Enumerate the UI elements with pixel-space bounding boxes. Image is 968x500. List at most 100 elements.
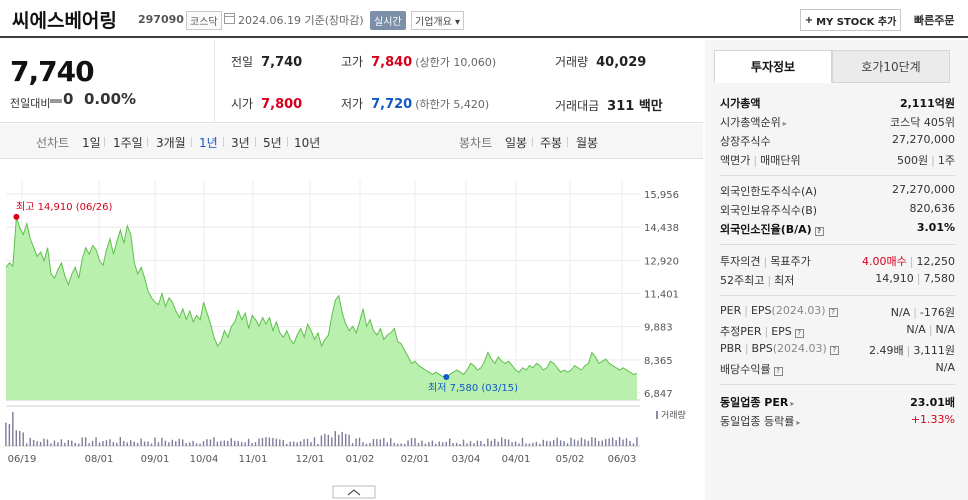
volume-bar: [279, 439, 281, 446]
tab-5y[interactable]: 5년: [263, 136, 282, 150]
prev-close-field: 전일 7,740: [231, 53, 302, 70]
volume-bar: [532, 442, 534, 446]
opinion-label: 투자의견: [720, 255, 761, 268]
low-value: 7,720: [371, 97, 413, 112]
tab-divider: [287, 137, 288, 147]
tab-1w[interactable]: 1주일: [113, 136, 143, 150]
help-icon[interactable]: ?: [829, 346, 839, 355]
open-value: 7,800: [261, 97, 303, 112]
y-tick-label: 11,401: [644, 290, 679, 301]
tab-divider: [567, 137, 568, 147]
volume-bar: [625, 438, 628, 446]
tab-order-book-10[interactable]: 호가10단계: [832, 50, 950, 83]
volume-bar: [237, 440, 239, 446]
listed-shares-label: 상장주식수: [720, 135, 771, 148]
tab-1y[interactable]: 1년: [199, 136, 218, 150]
volume-bar: [150, 443, 153, 446]
company-overview-button[interactable]: 기업개요 ▾: [411, 11, 465, 30]
dividend-value: N/A: [935, 361, 955, 374]
volume-bar: [247, 438, 250, 446]
volume-bar: [116, 442, 118, 446]
volume-bar: [8, 424, 11, 446]
change-value: 0: [63, 90, 74, 108]
volume-bar: [258, 438, 260, 446]
tab-1d[interactable]: 1일: [82, 136, 101, 150]
volume-bar: [157, 442, 160, 446]
volume-bar: [230, 438, 232, 446]
volume-bar: [29, 437, 31, 446]
candle-chart-label: 봉차트: [459, 136, 493, 150]
volume-bar: [299, 441, 302, 446]
help-icon[interactable]: ?: [828, 308, 838, 317]
volume-bar: [331, 437, 333, 446]
volume-bar: [199, 443, 201, 446]
help-icon[interactable]: ?: [814, 227, 824, 236]
add-my-stock-label: MY STOCK 추가: [816, 16, 897, 28]
add-my-stock-button[interactable]: + MY STOCK 추가: [800, 9, 901, 31]
company-overview-label: 기업개요: [415, 17, 452, 28]
volume-bar: [109, 439, 111, 446]
tab-weekly[interactable]: 주봉: [540, 136, 563, 150]
week52-high-value: 14,910: [875, 272, 914, 285]
volume-bar: [320, 435, 323, 446]
price-summary: 7,740 전일대비 0 0.00% 전일 7,740 고가 7,840 (상한가 1…: [0, 40, 703, 123]
eps-value: -176원: [919, 306, 955, 319]
volume-bar: [154, 437, 156, 446]
volume-bar: [91, 440, 94, 446]
bps-period: (2024.03): [772, 342, 827, 355]
help-icon[interactable]: ?: [794, 329, 804, 338]
volume-bar: [192, 440, 194, 446]
collapse-toggle[interactable]: [332, 485, 376, 499]
volume-bar: [490, 440, 492, 446]
volume-bar: [383, 437, 385, 446]
divider: [720, 384, 955, 385]
volume-bar: [483, 443, 486, 446]
volume-bar: [473, 443, 475, 446]
volume-bar: [428, 442, 430, 446]
tab-10y[interactable]: 10년: [294, 136, 321, 150]
volume-bar: [403, 443, 406, 446]
realtime-button[interactable]: 실시간: [370, 11, 406, 30]
foreign-limit-value: 27,270,000: [892, 183, 955, 196]
volume-bar: [282, 440, 284, 446]
tab-divider: [223, 137, 224, 147]
tab-investment-info[interactable]: 투자정보: [714, 50, 832, 83]
stock-header: 씨에스베어링 297090 코스닥 2024.06.19 기준(장마감) 실시간…: [0, 0, 968, 38]
volume-bar: [209, 439, 212, 446]
collapse-toggle-box[interactable]: [332, 485, 376, 499]
volume-bar: [95, 437, 97, 446]
company-name: 씨에스베어링: [12, 10, 117, 32]
volume-bar: [5, 422, 7, 446]
volume-bar: [50, 443, 52, 446]
volume-bar: [119, 437, 122, 446]
week52-low-value: 7,580: [923, 272, 956, 285]
lower-limit-text: (하한가 5,420): [415, 98, 490, 111]
volume-bar: [123, 440, 125, 446]
help-icon[interactable]: ?: [773, 367, 783, 376]
volume-value: 40,029: [596, 55, 647, 70]
volume-bar: [396, 443, 399, 446]
volume-bar: [286, 443, 288, 446]
volume-bar: [74, 442, 76, 446]
volume-bar: [452, 443, 454, 446]
volume-bar: [303, 439, 305, 446]
sector-per-label: 동일업종 PER: [720, 396, 789, 409]
x-tick-label: 04/01: [502, 454, 531, 465]
price-chart[interactable]: 15,956 14,438 12,920 11,401 9,883 8,365 6,847 …: [0, 160, 703, 500]
volume-bar: [178, 438, 180, 446]
amount-value: 311 백만: [607, 99, 663, 114]
listed-shares-value: 27,270,000: [892, 133, 955, 146]
tab-daily[interactable]: 일봉: [505, 136, 528, 150]
tab-3m[interactable]: 3개월: [156, 136, 186, 150]
quick-order-button[interactable]: 빠른주문: [914, 14, 955, 27]
volume-bar: [334, 431, 336, 446]
tab-3y[interactable]: 3년: [231, 136, 250, 150]
volume-bar: [220, 440, 222, 446]
volume-bar: [518, 443, 520, 446]
volume-bar: [632, 443, 635, 446]
volume-bar: [546, 440, 548, 446]
price-line: [5, 216, 638, 378]
tab-monthly[interactable]: 월봉: [576, 136, 599, 150]
opinion-value: 4.00매수: [862, 255, 907, 268]
volume-bar: [462, 439, 465, 446]
